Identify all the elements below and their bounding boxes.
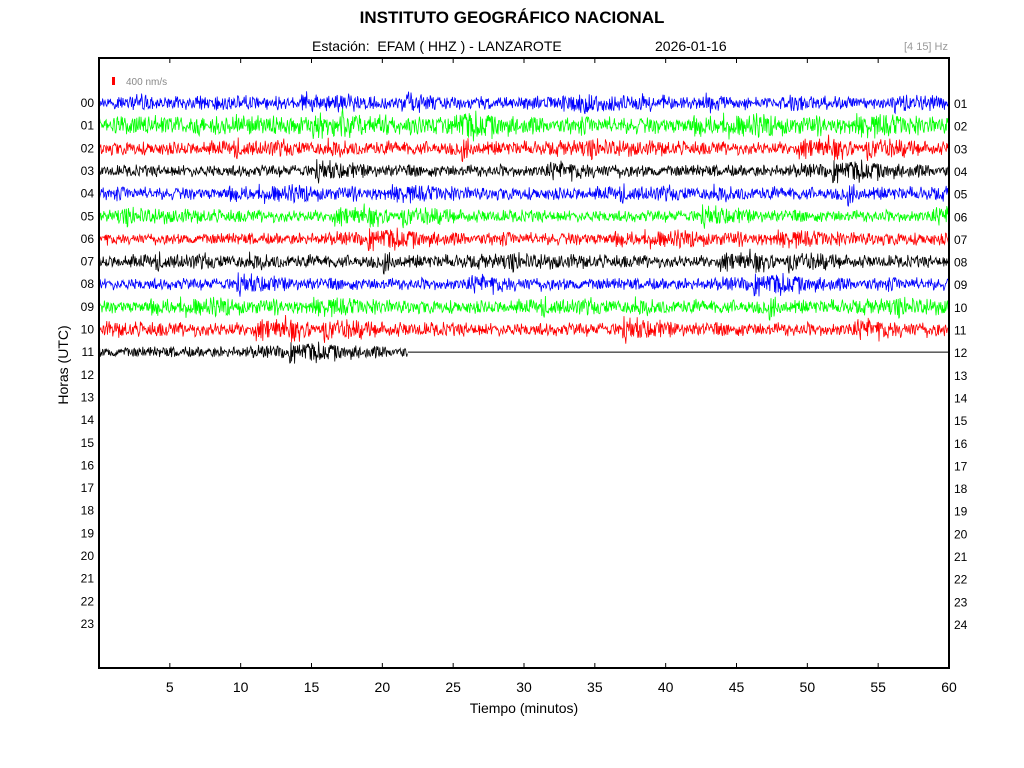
seismic-trace <box>98 314 949 344</box>
seismic-trace <box>98 108 949 142</box>
hour-label-right: 15 <box>954 414 968 428</box>
chart-title: INSTITUTO GEOGRÁFICO NACIONAL <box>359 8 665 27</box>
filter-label: [4 15] Hz <box>903 41 948 53</box>
x-tick-label: 30 <box>516 679 532 695</box>
hour-label-right: 20 <box>954 527 968 541</box>
hour-label-right: 24 <box>954 618 968 632</box>
hour-label-left: 10 <box>81 323 95 337</box>
plot-frame <box>98 57 950 669</box>
hour-label-right: 13 <box>954 369 968 383</box>
hour-label-right: 04 <box>954 165 968 179</box>
hour-label-left: 20 <box>81 549 95 563</box>
hour-label-left: 01 <box>81 119 95 133</box>
hour-label-left: 21 <box>81 572 95 586</box>
x-tick-label: 55 <box>870 679 886 695</box>
hour-label-right: 18 <box>954 482 968 496</box>
hour-label-right: 09 <box>954 278 968 292</box>
hour-label-left: 03 <box>81 164 95 178</box>
x-axis-label: Tiempo (minutos) <box>469 700 579 716</box>
hour-label-right: 07 <box>954 233 968 247</box>
seismic-trace <box>98 159 949 184</box>
hour-label-left: 00 <box>81 96 95 110</box>
hour-label-left: 07 <box>81 255 95 269</box>
hour-label-left: 14 <box>81 413 95 427</box>
hour-label-left: 08 <box>81 277 95 291</box>
seismic-trace <box>98 295 949 321</box>
hour-label-right: 21 <box>954 550 968 564</box>
seismic-trace <box>98 203 949 229</box>
hour-label-right: 16 <box>954 437 968 451</box>
seismic-trace <box>98 272 949 297</box>
seismic-trace <box>98 134 949 163</box>
hour-label-right: 17 <box>954 459 968 473</box>
seismic-trace <box>98 91 949 115</box>
x-tick-label: 40 <box>658 679 674 695</box>
hour-label-right: 19 <box>954 505 968 519</box>
x-tick-label: 10 <box>233 679 249 695</box>
hour-label-right: 05 <box>954 188 968 202</box>
seismic-trace <box>98 227 949 252</box>
seismic-trace <box>98 341 408 364</box>
x-tick-label: 35 <box>587 679 603 695</box>
hour-label-right: 23 <box>954 595 968 609</box>
hour-label-right: 11 <box>954 324 967 338</box>
seismic-trace <box>98 183 949 207</box>
hour-label-left: 06 <box>81 232 95 246</box>
x-tick-label: 60 <box>941 679 957 695</box>
hour-label-left: 16 <box>81 458 95 472</box>
hour-label-left: 02 <box>81 141 95 155</box>
hour-label-right: 14 <box>954 391 968 405</box>
scale-label: 400 nm/s <box>126 77 167 88</box>
hour-label-left: 04 <box>81 187 95 201</box>
scale-bar <box>112 77 115 85</box>
station-label: Estación: EFAM ( HHZ ) - LANZAROTE <box>312 38 562 54</box>
x-tick-label: 15 <box>304 679 320 695</box>
hour-label-right: 10 <box>954 301 968 315</box>
hour-label-left: 05 <box>81 209 95 223</box>
hour-label-left: 09 <box>81 300 95 314</box>
hour-label-right: 08 <box>954 256 968 270</box>
hour-label-left: 15 <box>81 436 95 450</box>
hour-label-left: 13 <box>81 390 95 404</box>
hour-label-right: 02 <box>954 120 968 134</box>
hour-label-left: 17 <box>81 481 95 495</box>
hour-label-left: 18 <box>81 504 95 518</box>
x-tick-label: 50 <box>800 679 816 695</box>
hour-label-left: 11 <box>82 345 95 359</box>
hour-label-right: 22 <box>954 573 968 587</box>
hour-label-left: 22 <box>81 594 95 608</box>
hour-label-right: 06 <box>954 210 968 224</box>
hour-label-left: 19 <box>81 526 95 540</box>
hour-label-left: 12 <box>81 368 95 382</box>
date-label: 2026-01-16 <box>655 38 727 54</box>
hour-label-left: 23 <box>81 617 95 631</box>
hour-label-right: 12 <box>954 346 968 360</box>
x-tick-label: 5 <box>166 679 174 695</box>
x-tick-label: 45 <box>729 679 745 695</box>
hour-label-right: 01 <box>954 97 968 111</box>
x-tick-label: 20 <box>375 679 391 695</box>
x-tick-label: 25 <box>445 679 461 695</box>
seismic-trace <box>98 248 949 275</box>
hour-label-right: 03 <box>954 142 968 156</box>
